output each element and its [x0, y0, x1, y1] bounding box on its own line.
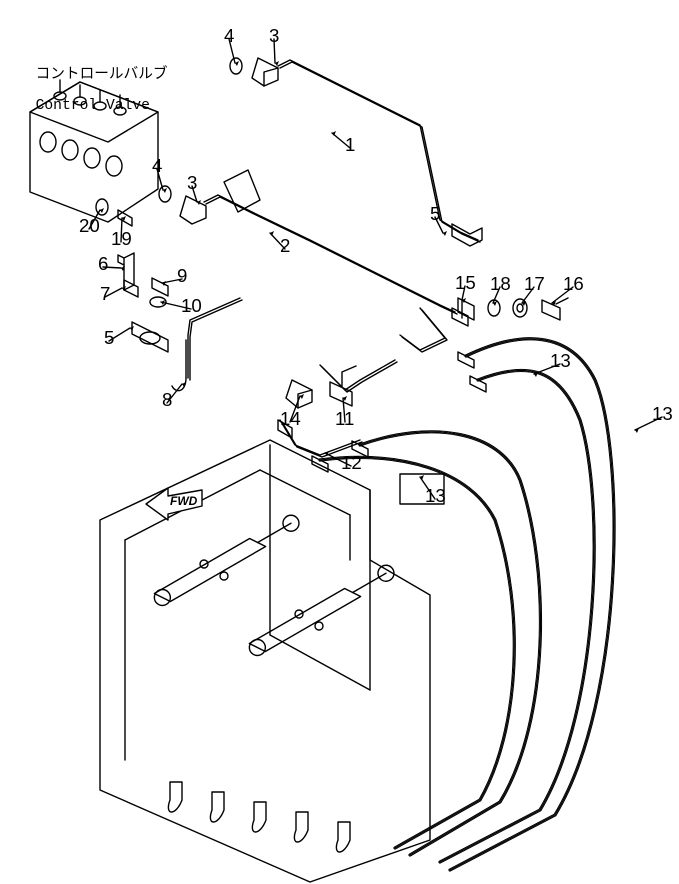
callout-leader: [290, 396, 300, 422]
control-valve-label: コントロールバルブ Control Valve: [18, 53, 168, 115]
parts-diagram: FWD: [0, 0, 679, 884]
callout-leader: [635, 417, 662, 430]
callout-leader: [274, 39, 275, 63]
callout-leader: [103, 267, 121, 268]
hose-a: [450, 339, 614, 870]
callout-leader: [420, 477, 435, 499]
callout-leader: [462, 286, 465, 300]
control-valve-label-en: Control Valve: [36, 98, 150, 114]
callout-leader: [167, 384, 182, 403]
callout-leader: [270, 233, 285, 249]
callout-leader: [89, 210, 100, 229]
callout-leader: [105, 288, 122, 297]
callout-leader: [121, 218, 122, 242]
callout-leader: [343, 398, 345, 422]
callout-leader: [161, 302, 191, 309]
svg-text:FWD: FWD: [170, 494, 198, 508]
callout-leader: [534, 364, 560, 374]
hose-b: [440, 370, 594, 862]
callout-leader: [522, 287, 534, 303]
control-valve-label-jp: コントロールバルブ: [36, 67, 168, 83]
tube-1: [278, 60, 478, 240]
callout-leader: [109, 328, 130, 341]
callout-leader: [332, 133, 350, 148]
tube-return: [188, 298, 240, 378]
